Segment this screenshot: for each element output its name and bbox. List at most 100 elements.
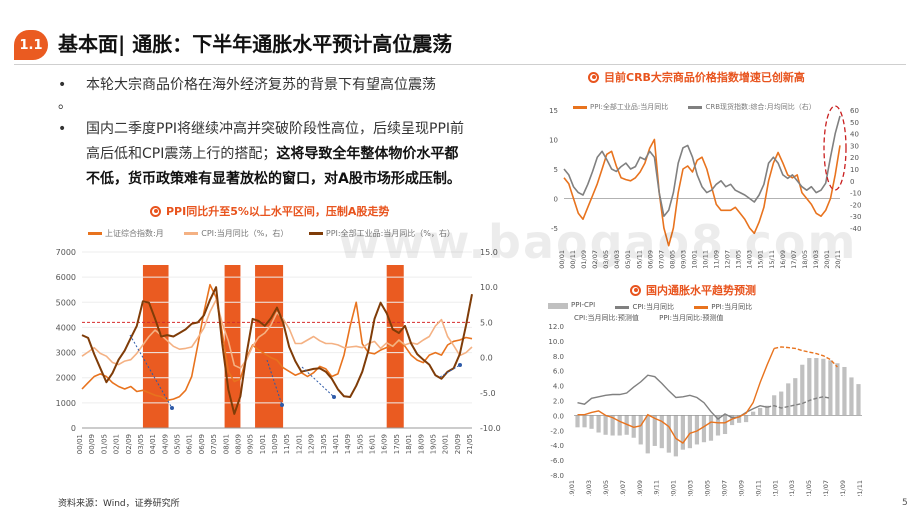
x-axis-tick-label: 01/05 [100, 434, 108, 454]
ppi-cpi-bar [589, 415, 594, 429]
x-axis-tick-label: 15/01 [757, 250, 765, 269]
x-axis-tick-label: 17/07 [790, 250, 798, 269]
right-axis-tick-label: -10.0 [480, 424, 501, 433]
x-axis-tick-label: 09/03 [679, 250, 687, 269]
x-axis-tick-label: 15/11 [768, 250, 776, 269]
ppi-cpi-bar [694, 415, 700, 445]
legend-label: 上证综合指数:月 [105, 229, 164, 238]
right-axis-tick-label: -30 [850, 213, 861, 221]
left-axis-tick-label: 7000 [56, 248, 76, 257]
ppi-cpi-bar [638, 415, 643, 445]
x-axis-tick-label: 06/09 [646, 250, 654, 269]
x-axis-tick-label: 11/09 [713, 250, 721, 269]
x-axis-tick-label: 00/01 [558, 250, 566, 269]
x-axis-tick-label: 21/01 [771, 480, 779, 496]
x-axis-tick-label: 20/07 [720, 480, 728, 496]
ppi-cpi-bar [814, 358, 819, 416]
ppi-cpi-bar [624, 415, 629, 435]
ppi-series-line [81, 286, 473, 415]
legend-label: CPI:当月同比:预测值 [574, 313, 639, 322]
bullet-dot: • [58, 77, 67, 93]
left-axis-tick-label: 0 [71, 424, 76, 433]
ppi-cpi-bar [722, 415, 728, 435]
ppi-cpi-bar [751, 411, 756, 416]
ppi-cpi-bar [729, 415, 735, 426]
x-axis-tick-label: 21/07 [822, 480, 830, 496]
y-axis-tick-label: 10.0 [548, 338, 564, 346]
right-axis-tick-label: 15.0 [480, 248, 498, 257]
bullet-1: • 本轮大宗商品价格在海外经济复苏的背景下有望高位震荡 。 [58, 73, 506, 117]
right-bottom-chart: 12.0 10.0 8.0 6.0 4.0 2.0 0.0 -2.0 -4.0 -6.0 -8.0 1… [548, 323, 864, 496]
right-top-chart-title-text: 目前CRB大宗商品价格指数增速已创新高 [604, 71, 805, 84]
legend-swatch [548, 302, 568, 309]
x-axis-tick-label: 02/01 [113, 434, 121, 454]
x-axis-tick-label: 19/09 [636, 480, 644, 496]
bullet-2-line-1: 国内二季度PPI将继续冲高并突破阶段性高位，后续呈现PPI前 [86, 121, 465, 137]
title-divider [14, 64, 906, 65]
right-axis-tick-label: 40 [850, 131, 859, 139]
ppi-cpi-bar [596, 415, 601, 433]
x-axis-tick-label: 10/09 [271, 434, 279, 454]
right-axis-tick-label: 5.0 [480, 318, 493, 327]
legend-swatch [308, 232, 323, 235]
ppi-cpi-bar [673, 415, 678, 457]
left-chart-legend: 上证综合指数:月 CPI:当月同比（%，右） PPI:全部工业品:当月同比（%，… [88, 228, 473, 239]
y-axis-tick-label: 6.0 [553, 368, 564, 376]
highlight-ellipse [823, 105, 847, 191]
x-axis-tick-label: 03/05 [602, 250, 610, 269]
x-axis-tick-label: 18/09 [417, 434, 425, 454]
ppi-cpi-bar [828, 360, 833, 416]
x-axis-tick-label: 19/01 [568, 480, 576, 496]
legend-label: PPI-CPI [571, 301, 596, 309]
right-axis-tick-label: 50 [850, 119, 859, 127]
legend-cpi: CPI:当月同比（%，右） [184, 228, 288, 239]
left-axis-tick-label: 4000 [56, 323, 76, 332]
x-axis-tick-label: 03/05 [137, 434, 145, 454]
legend-label: PPI:全部工业品:当月同比（%，右） [325, 229, 455, 238]
y-axis-tick-label: -6.0 [550, 457, 564, 465]
x-axis-tick-label: 19/05 [429, 434, 437, 454]
legend-label: CPI:当月同比 [632, 302, 674, 311]
bullet-1-line-2: 。 [58, 96, 72, 112]
left-axis-tick-label: 3000 [56, 349, 76, 358]
x-axis-tick-label: 06/01 [186, 434, 194, 454]
ppi-cpi-bar [779, 391, 784, 416]
x-axis-tick-label: 08/01 [222, 434, 230, 454]
y-axis-tick-label: -8.0 [550, 472, 564, 480]
legend-swatch [615, 305, 630, 309]
ppi-cpi-bar [582, 415, 587, 428]
y-axis-tick-label: 4.0 [553, 383, 564, 391]
x-axis-tick-label: 16/09 [381, 434, 389, 454]
crb-series-line [563, 115, 841, 217]
x-axis-tick-label: 14/01 [332, 434, 340, 454]
target-icon [630, 284, 641, 296]
ppi-cpi-bar [652, 415, 657, 446]
y-axis-tick-label: -2.0 [550, 427, 564, 435]
x-axis-tick-label: 20/09 [454, 434, 462, 454]
legend-label: PPI:全部工业品:当月同比 [590, 103, 669, 111]
x-axis-tick-label: 21/03 [788, 480, 796, 496]
x-axis-tick-label: 16/01 [369, 434, 377, 454]
right-top-chart-title: 目前CRB大宗商品价格指数增速已创新高 [588, 69, 805, 85]
legend-swatch [573, 105, 587, 109]
x-axis-tick-label: 10/11 [702, 250, 710, 269]
x-axis-tick-label: 14/09 [344, 434, 352, 454]
legend-ppi: PPI:全部工业品:当月同比（%，右） [308, 228, 455, 239]
ppi-cpi-bar [617, 415, 622, 436]
right-axis-tick-label: 10.0 [480, 283, 498, 292]
bullet-dot: • [58, 121, 67, 137]
cpi-series-line [81, 299, 473, 369]
legend-cpi: CPI:当月同比 [615, 302, 674, 313]
ppi-cpi-bar [821, 358, 826, 416]
x-axis-tick-label: 15/05 [356, 434, 364, 454]
x-axis-tick-label: 08/09 [234, 434, 242, 454]
ppi-cpi-bar [786, 383, 791, 416]
shaded-period-bar [142, 265, 169, 428]
target-icon [588, 71, 599, 83]
x-axis-tick-label: 11/05 [283, 434, 291, 454]
right-axis-tick-label: 30 [850, 142, 859, 150]
bullet-2-line-2: 高后低和CPI震荡上行的搭配；这将导致全年整体物价水平都 [58, 142, 506, 167]
left-chart: 0 1000 2000 3000 4000 5000 6000 7000 -10.0 -5.0 0.… [56, 248, 501, 454]
right-axis-tick-label: 0 [850, 178, 854, 186]
x-axis-tick-label: 05/01 [624, 250, 632, 269]
